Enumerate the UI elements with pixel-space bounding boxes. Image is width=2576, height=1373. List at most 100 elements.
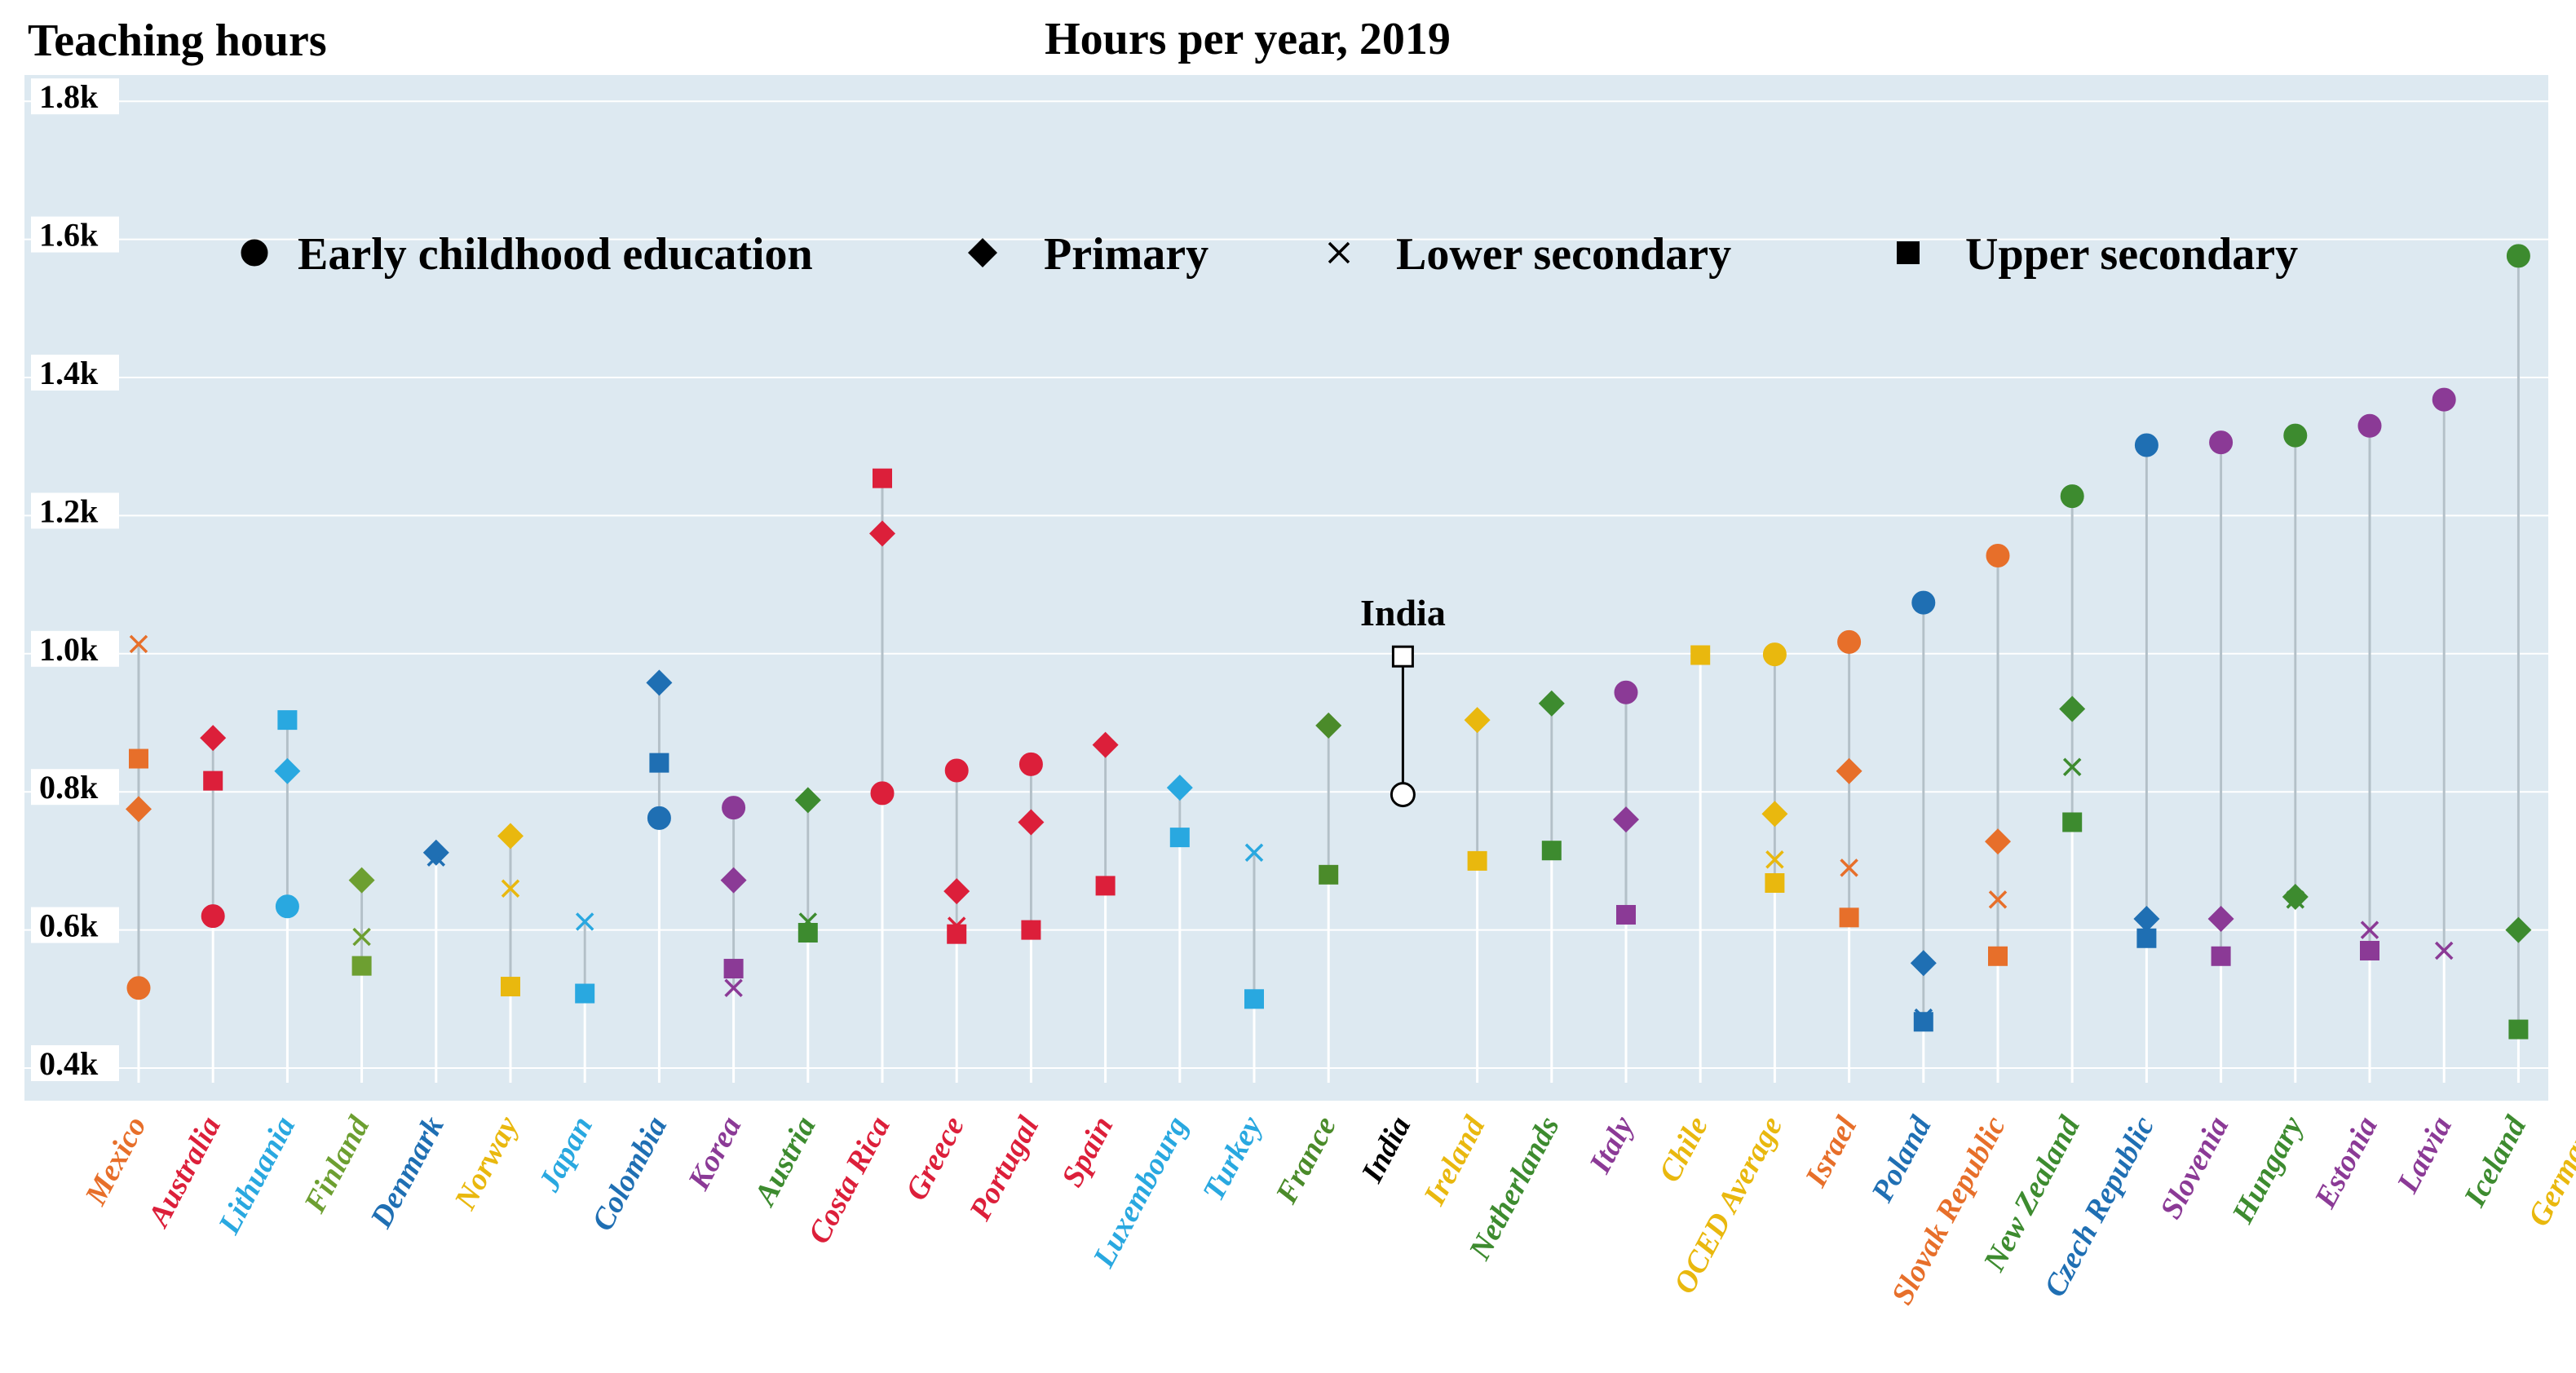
x-tick-label: Latvia xyxy=(2390,1111,2459,1199)
marker-oced-average-upper-secondary xyxy=(1765,873,1785,894)
x-tick-label: Slovenia xyxy=(2154,1111,2236,1225)
marker-mexico-early-childhood-education xyxy=(126,976,151,1000)
marker-netherlands-primary xyxy=(1538,690,1565,717)
marker-finland-lower-secondary xyxy=(352,927,371,947)
x-tick-label: Estonia xyxy=(2308,1111,2384,1215)
marker-hungary-lower-secondary xyxy=(2286,890,2305,909)
marker-lithuania-early-childhood-education xyxy=(275,894,299,919)
marker-italy-upper-secondary xyxy=(1616,904,1636,925)
marker-japan-upper-secondary xyxy=(575,983,595,1004)
x-tick-label: Spain xyxy=(1055,1111,1120,1193)
marker-iceland-primary xyxy=(2505,916,2532,943)
marker-israel-early-childhood-education xyxy=(1837,629,1862,654)
marker-austria-primary xyxy=(794,787,821,814)
marker-new-zealand-lower-secondary xyxy=(2062,757,2082,776)
marker-portugal-upper-secondary xyxy=(1021,920,1041,940)
marker-poland-primary xyxy=(1910,950,1937,977)
marker-luxembourg-primary xyxy=(1166,775,1193,801)
y-tick-label: 1.4k xyxy=(39,355,99,391)
x-tick-label: Korea xyxy=(681,1111,748,1196)
marker-mexico-primary xyxy=(126,796,152,823)
x-tick-label: Israel xyxy=(1798,1110,1863,1193)
marker-greece-upper-secondary xyxy=(947,924,967,944)
marker-finland-primary xyxy=(348,867,375,894)
marker-lithuania-primary xyxy=(274,757,301,784)
marker-greece-early-childhood-education xyxy=(944,758,969,783)
x-tick-label: Austria xyxy=(747,1111,823,1212)
marker-new-zealand-upper-secondary xyxy=(2062,812,2083,832)
marker-japan-lower-secondary xyxy=(575,912,594,931)
gridlines xyxy=(24,100,2548,1069)
marker-hungary-primary xyxy=(2282,883,2309,910)
marker-latvia-early-childhood-education xyxy=(2432,387,2456,412)
y-axis: 0.4k 0.6k 0.8k 1.0k 1.2k 1.4k 1.6k 1.8k xyxy=(31,78,119,1082)
marker-ireland-upper-secondary xyxy=(1467,850,1487,871)
legend-x-icon xyxy=(1328,241,1350,264)
marker-slovak-republic-primary xyxy=(1985,828,2011,855)
marker-costa-rica-early-childhood-education xyxy=(870,781,895,806)
marker-czech-republic-primary xyxy=(2133,906,2160,933)
tick-label-bg xyxy=(31,769,119,806)
marker-colombia-upper-secondary xyxy=(649,753,669,773)
tick-label-bg xyxy=(31,355,119,391)
marker-chile-upper-secondary xyxy=(1690,645,1711,665)
legend: Early childhood education Primary Lower se… xyxy=(241,229,2298,280)
legend-label: Lower secondary xyxy=(1396,229,1731,280)
x-tick-label: Japan xyxy=(532,1111,599,1198)
marker-costa-rica-primary xyxy=(869,520,895,547)
marker-israel-lower-secondary xyxy=(1840,859,1858,877)
marker-mexico-upper-secondary xyxy=(129,748,148,769)
marker-israel-primary xyxy=(1836,757,1862,784)
y-tick-label: 0.6k xyxy=(39,907,99,944)
annotation-label: India xyxy=(1360,592,1446,634)
marker-czech-republic-upper-secondary xyxy=(2136,928,2157,948)
marker-australia-primary xyxy=(200,725,227,752)
marker-australia-early-childhood-education xyxy=(201,904,225,929)
marker-france-upper-secondary xyxy=(1319,864,1339,885)
marker-india-early-childhood-education xyxy=(1390,782,1416,808)
marker-iceland-early-childhood-education xyxy=(2506,244,2530,268)
marker-korea-early-childhood-education xyxy=(722,796,746,820)
marker-mexico-lower-secondary xyxy=(129,634,148,654)
marker-costa-rica-upper-secondary xyxy=(873,468,892,488)
x-tick-label: France xyxy=(1269,1110,1343,1209)
marker-colombia-early-childhood-education xyxy=(647,806,671,830)
legend-label: Early childhood education xyxy=(298,229,813,280)
tick-label-bg xyxy=(31,492,119,529)
marker-new-zealand-primary xyxy=(2059,695,2086,722)
markers xyxy=(126,244,2532,1040)
marker-australia-upper-secondary xyxy=(203,770,223,791)
marker-slovenia-primary xyxy=(2207,906,2234,933)
x-axis: MexicoAustraliaLithuaniaFinlandDenmarkNo… xyxy=(78,1110,2576,1310)
tick-label-bg xyxy=(31,1045,119,1081)
marker-poland-upper-secondary xyxy=(1913,1012,1933,1032)
y-tick-label: 1.2k xyxy=(39,492,99,529)
marker-iceland-upper-secondary xyxy=(2508,1019,2529,1040)
legend-label: Primary xyxy=(1044,229,1208,280)
marker-portugal-early-childhood-education xyxy=(1018,752,1043,776)
marker-israel-upper-secondary xyxy=(1839,907,1859,928)
legend-circle-icon xyxy=(241,239,268,267)
marker-slovenia-upper-secondary xyxy=(2211,946,2231,966)
y-tick-label: 0.4k xyxy=(39,1045,99,1082)
marker-czech-republic-early-childhood-education xyxy=(2134,433,2158,457)
legend-square-icon xyxy=(1897,241,1920,264)
x-tick-label: Poland xyxy=(1865,1110,1939,1208)
marker-italy-primary xyxy=(1613,806,1639,833)
marker-lithuania-upper-secondary xyxy=(277,710,298,731)
chart-title: Hours per year, 2019 xyxy=(1045,14,1451,64)
marker-estonia-upper-secondary xyxy=(2360,941,2379,961)
x-tick-label: India xyxy=(1354,1111,1417,1189)
x-tick-label: Hungary xyxy=(2225,1110,2310,1230)
marker-austria-upper-secondary xyxy=(798,922,818,943)
marker-slovenia-early-childhood-education xyxy=(2209,430,2234,455)
marker-finland-upper-secondary xyxy=(351,956,372,976)
marker-india-upper-secondary xyxy=(1391,645,1414,668)
marker-norway-primary xyxy=(497,823,524,850)
marker-greece-primary xyxy=(943,878,970,905)
tick-label-bg xyxy=(31,907,119,943)
x-tick-label: Denmark xyxy=(364,1111,451,1234)
marker-slovak-republic-upper-secondary xyxy=(1988,946,2008,966)
y-tick-label: 1.8k xyxy=(39,78,99,115)
